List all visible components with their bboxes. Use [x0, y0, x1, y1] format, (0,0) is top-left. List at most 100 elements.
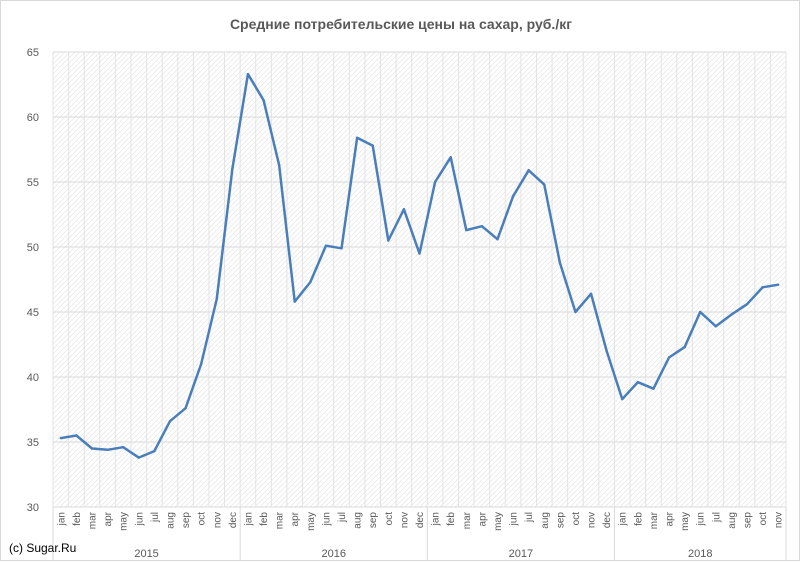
- y-tick-label: 30: [27, 502, 39, 514]
- x-tick-label: feb: [633, 512, 644, 526]
- year-label: 2018: [688, 548, 712, 560]
- x-tick-label: aug: [727, 512, 738, 529]
- x-tick-label: apr: [290, 511, 301, 526]
- data-point: [277, 163, 281, 167]
- x-tick-label: dec: [228, 512, 239, 528]
- x-tick-label: mar: [87, 511, 98, 529]
- x-tick-label: nov: [587, 512, 598, 528]
- data-point: [636, 381, 640, 384]
- data-point: [75, 434, 78, 437]
- y-axis-ticks: 30 35 40 45 50 55 60 65: [27, 47, 39, 514]
- data-point: [511, 195, 515, 198]
- data-point: [309, 280, 312, 284]
- data-point: [355, 136, 359, 139]
- x-tick-label: jan: [56, 512, 67, 526]
- data-point: [745, 303, 749, 306]
- x-tick-label: aug: [540, 512, 551, 529]
- x-tick-label: feb: [446, 512, 457, 526]
- x-tick-label: jan: [618, 512, 629, 526]
- y-tick-label: 40: [27, 372, 39, 384]
- x-tick-label: oct: [384, 512, 395, 526]
- x-tick-label: apr: [665, 511, 676, 526]
- data-point: [496, 238, 499, 241]
- data-point: [215, 297, 218, 301]
- x-tick-label: jul: [150, 512, 161, 523]
- data-point: [589, 292, 593, 295]
- x-tick-label: nov: [774, 512, 785, 528]
- x-tick-label: jun: [321, 512, 332, 526]
- x-tick-label: may: [119, 512, 130, 531]
- data-point: [340, 247, 343, 250]
- data-point: [168, 420, 172, 423]
- x-tick-label: aug: [165, 512, 176, 529]
- data-point: [153, 449, 156, 453]
- data-point: [371, 144, 374, 147]
- y-tick-label: 35: [27, 437, 39, 449]
- x-tick-label: jun: [509, 512, 520, 526]
- data-point: [605, 349, 608, 353]
- data-points: [59, 72, 780, 459]
- data-point: [184, 407, 187, 410]
- x-tick-label: sep: [181, 512, 192, 529]
- x-tick-label: mar: [275, 511, 286, 529]
- x-axis-years: 2015 2016 2017 2018: [52, 507, 787, 561]
- year-label: 2015: [134, 548, 158, 560]
- x-tick-label: apr: [477, 511, 488, 526]
- x-tick-label: jul: [711, 512, 722, 523]
- data-point: [402, 208, 406, 211]
- x-tick-label: dec: [602, 512, 613, 528]
- x-tick-label: may: [306, 512, 317, 531]
- data-point: [262, 98, 265, 102]
- credit-text: (c) Sugar.Ru: [9, 541, 76, 555]
- data-point: [387, 239, 390, 242]
- x-tick-label: jun: [696, 512, 707, 526]
- x-tick-label: oct: [571, 512, 582, 526]
- y-tick-label: 60: [27, 112, 39, 124]
- data-point: [683, 345, 686, 349]
- data-point: [433, 180, 437, 184]
- data-point: [231, 167, 234, 171]
- x-tick-label: jun: [134, 512, 145, 526]
- x-tick-label: may: [493, 512, 504, 531]
- data-point: [527, 169, 530, 172]
- data-point: [199, 362, 203, 366]
- x-tick-label: sep: [743, 512, 754, 529]
- x-tick-label: jan: [243, 512, 254, 526]
- x-tick-label: nov: [212, 512, 223, 528]
- x-tick-label: jul: [524, 512, 535, 523]
- data-point: [246, 72, 250, 76]
- x-tick-label: feb: [72, 512, 83, 526]
- x-tick-label: aug: [353, 512, 364, 529]
- x-axis-ticks: jan feb mar apr may jun jul aug sep oct nov dec jan f…: [56, 511, 784, 531]
- x-tick-label: jan: [431, 512, 442, 526]
- data-point: [621, 397, 624, 401]
- data-point: [699, 310, 702, 314]
- data-point: [714, 325, 718, 328]
- data-point: [465, 228, 468, 232]
- data-point: [574, 310, 577, 314]
- x-tick-label: sep: [368, 512, 379, 529]
- x-tick-label: nov: [399, 512, 410, 528]
- x-tick-label: sep: [555, 512, 566, 529]
- year-label: 2017: [509, 548, 533, 560]
- y-tick-label: 65: [27, 47, 39, 59]
- y-tick-label: 50: [27, 242, 39, 254]
- data-point: [558, 261, 562, 264]
- x-tick-label: feb: [259, 512, 270, 526]
- x-tick-label: jul: [337, 512, 348, 523]
- x-tick-label: mar: [649, 511, 660, 529]
- data-point: [418, 252, 421, 255]
- y-tick-label: 45: [27, 307, 39, 319]
- data-point: [480, 225, 484, 228]
- data-point: [324, 244, 328, 247]
- x-tick-label: oct: [758, 512, 769, 526]
- data-point: [121, 446, 125, 449]
- data-point: [777, 283, 780, 286]
- data-point: [449, 156, 452, 159]
- x-tick-label: mar: [462, 511, 473, 529]
- x-tick-label: oct: [197, 512, 208, 526]
- x-tick-label: apr: [103, 511, 114, 526]
- chart-title: Средние потребительские цены на сахар, р…: [230, 16, 572, 32]
- data-point: [137, 456, 140, 459]
- data-point: [106, 448, 109, 451]
